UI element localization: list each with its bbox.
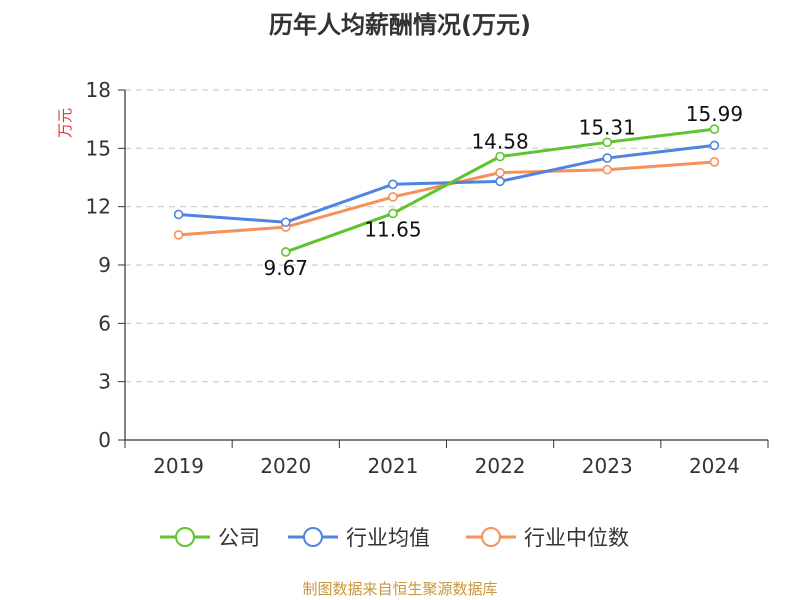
x-tick-label: 2022 [475, 454, 526, 478]
chart-title: 历年人均薪酬情况(万元) [269, 11, 531, 39]
y-tick-label: 3 [98, 370, 111, 394]
y-tick-label: 0 [98, 428, 111, 452]
legend-marker [175, 527, 195, 547]
y-tick-labels: 0 3 6 9 12 15 18 [86, 78, 111, 452]
y-tick-label: 18 [86, 78, 111, 102]
series-line [177, 160, 716, 237]
data-point [280, 247, 291, 257]
data-label: 14.58 [471, 130, 528, 154]
legend[interactable]: 公司 行业均值 行业中位数 [160, 526, 629, 550]
legend-item-0[interactable]: 公司 [160, 526, 260, 550]
legend-marker [303, 527, 323, 547]
data-point [388, 192, 398, 202]
legend-marker [481, 527, 501, 547]
x-tick-labels: 2019 2020 2021 2022 2023 2024 [153, 454, 740, 478]
x-tick-label: 2021 [367, 454, 418, 478]
data-point [495, 167, 505, 178]
source-note: 制图数据来自恒生聚源数据库 [302, 580, 497, 598]
data-labels: 9.67 11.65 14.58 15.31 15.99 [263, 102, 743, 280]
y-axis-label: 万元 [56, 108, 74, 138]
data-point [602, 153, 613, 163]
data-point [602, 164, 613, 175]
y-tick-label: 9 [98, 253, 111, 277]
series-line [177, 143, 716, 224]
legend-label: 行业均值 [346, 526, 430, 550]
data-label: 11.65 [364, 217, 421, 241]
data-point [709, 124, 720, 134]
y-tick-label: 6 [98, 311, 111, 335]
x-tick-label: 2023 [582, 454, 633, 478]
x-tick-label: 2020 [260, 454, 311, 478]
series-0 [280, 124, 720, 257]
data-point [173, 230, 184, 240]
data-label: 15.99 [686, 102, 743, 126]
x-tick-label: 2024 [689, 454, 740, 478]
data-point [495, 151, 505, 162]
data-point [495, 176, 505, 187]
legend-item-2[interactable]: 行业中位数 [466, 526, 629, 550]
y-tick-label: 12 [86, 195, 111, 219]
data-point [388, 208, 398, 219]
data-point [709, 157, 720, 167]
data-label: 15.31 [579, 115, 636, 139]
data-point [709, 140, 720, 151]
data-point [173, 209, 184, 220]
legend-item-1[interactable]: 行业均值 [288, 526, 430, 550]
data-point [602, 137, 613, 148]
legend-label: 公司 [218, 526, 260, 550]
data-point [388, 179, 398, 190]
series-1 [173, 140, 720, 228]
series-lines [173, 124, 720, 257]
data-label: 9.67 [263, 256, 308, 280]
axes [118, 89, 769, 448]
legend-label: 行业中位数 [524, 526, 629, 550]
grid-lines [125, 89, 768, 383]
y-tick-label: 15 [86, 136, 111, 160]
data-point [280, 217, 291, 228]
x-tick-label: 2019 [153, 454, 204, 478]
series-2 [173, 157, 720, 240]
